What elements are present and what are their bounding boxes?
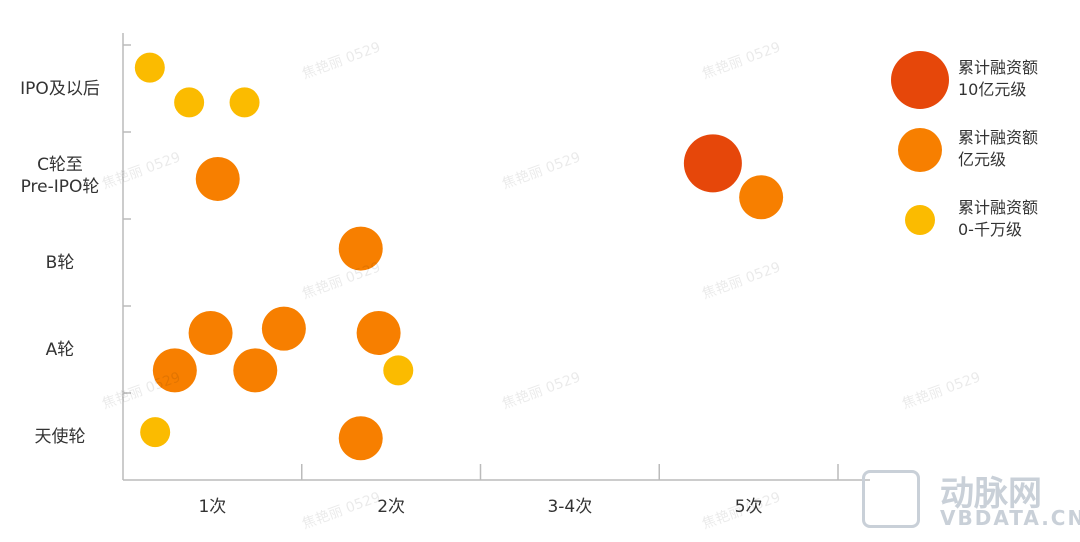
legend-marker	[898, 128, 942, 172]
bubble	[383, 355, 414, 386]
bubble	[134, 52, 165, 83]
logo-name: 动脉网	[940, 474, 1042, 514]
bubble	[229, 87, 260, 118]
x-tick-label: 2次	[377, 497, 406, 517]
x-tick-label: 5次	[734, 497, 763, 517]
legend-label: 累计融资额 10亿元级	[958, 58, 1039, 99]
legend-label: 累计融资额 0-千万级	[958, 198, 1039, 239]
logo-url: VBDATA.CN	[940, 506, 1080, 530]
bubble	[261, 306, 306, 351]
legend-marker	[891, 51, 949, 109]
logo-icon	[862, 470, 920, 528]
bubble	[739, 175, 784, 220]
bubble	[338, 416, 383, 461]
bubble	[188, 310, 233, 355]
legend-marker	[905, 205, 935, 235]
bubble	[338, 226, 383, 271]
bubble	[356, 310, 401, 355]
bubble	[174, 87, 205, 118]
y-tick-label: 天使轮	[34, 426, 86, 447]
y-tick-label: IPO及以后	[20, 78, 100, 99]
x-tick-label: 1次	[198, 497, 227, 517]
legend-label: 累计融资额 亿元级	[958, 128, 1039, 169]
y-tick-label: C轮至 Pre-IPO轮	[20, 154, 100, 197]
bubble	[233, 348, 278, 393]
bubble	[152, 348, 197, 393]
y-tick-label: B轮	[45, 252, 75, 273]
x-tick-label: 3-4次	[547, 497, 593, 517]
bubble	[195, 156, 240, 201]
bubble	[140, 417, 171, 448]
y-tick-label: A轮	[45, 339, 75, 360]
bubble	[683, 134, 742, 193]
